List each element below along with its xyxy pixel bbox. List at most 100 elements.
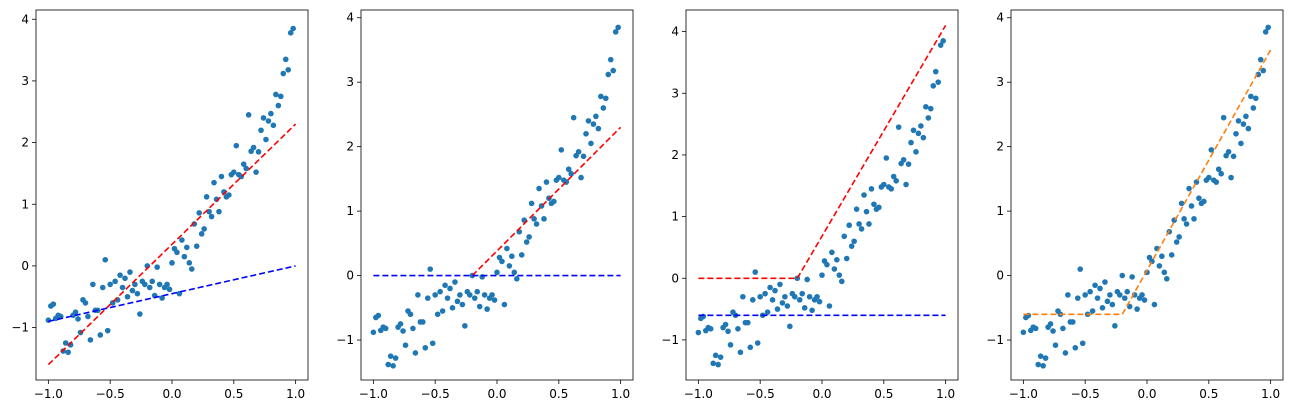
- scatter-point: [124, 293, 131, 300]
- scatter-point: [883, 155, 890, 161]
- y-tick-label: 1: [346, 204, 354, 218]
- scatter-point: [735, 326, 741, 332]
- scatter-point: [184, 244, 190, 251]
- scatter-point: [861, 192, 867, 198]
- scatter-point: [191, 221, 198, 227]
- scatter-point: [1094, 295, 1101, 301]
- scatter-point: [792, 293, 798, 300]
- scatter-point: [580, 153, 587, 160]
- scatter-point: [871, 201, 877, 208]
- scatter-point: [174, 249, 180, 256]
- scatter-point: [940, 38, 946, 44]
- scatter-point: [253, 169, 259, 175]
- scatter-point: [198, 231, 205, 237]
- scatter-point: [481, 292, 488, 298]
- scatter-point: [772, 287, 778, 294]
- scatter-point: [260, 115, 267, 121]
- scatter-point: [390, 363, 396, 369]
- scatter-point: [1102, 279, 1108, 285]
- scatter-point: [119, 284, 126, 291]
- scatter-point: [814, 293, 820, 300]
- scatter-point: [1079, 340, 1086, 347]
- scatter-point: [615, 24, 621, 31]
- scatter-point: [196, 210, 202, 216]
- scatter-point: [528, 200, 535, 207]
- scatter-point: [848, 243, 855, 249]
- scatter-point: [270, 122, 277, 129]
- scatter-point: [449, 305, 456, 311]
- scatter-point: [282, 56, 289, 63]
- scatter-point: [437, 288, 443, 295]
- scatter-point: [900, 157, 907, 163]
- scatter-point: [1037, 353, 1044, 359]
- scatter-point: [501, 301, 508, 308]
- scatter-point: [541, 216, 547, 222]
- scatter-point: [454, 298, 461, 305]
- y-tick-label: 2: [21, 136, 29, 150]
- scatter-point: [231, 169, 237, 175]
- scatter-point: [439, 308, 446, 314]
- scatter-point: [50, 301, 57, 307]
- scatter-point: [1183, 221, 1190, 227]
- y-tick-label: 2: [346, 140, 354, 154]
- x-tick-label: −1.0: [684, 387, 713, 401]
- x-tick-label: −0.5: [1071, 387, 1100, 401]
- scatter-point: [193, 243, 200, 249]
- scatter-point: [585, 118, 592, 124]
- scatter-point: [400, 328, 406, 334]
- scatter-point: [595, 125, 602, 132]
- scatter-point: [925, 115, 932, 121]
- scatter-point: [1196, 195, 1202, 202]
- scatter-point: [1050, 328, 1056, 334]
- scatter-point: [1109, 301, 1116, 308]
- scatter-point: [513, 275, 520, 282]
- scatter-point: [407, 311, 414, 318]
- scatter-point: [893, 178, 899, 184]
- scatter-point: [1087, 288, 1093, 295]
- scatter-point: [1238, 140, 1244, 147]
- scatter-point: [1208, 147, 1215, 153]
- scatter-point: [565, 166, 572, 173]
- y-tick-label: 3: [346, 75, 354, 89]
- scatter-point: [1121, 295, 1128, 301]
- scatter-point: [429, 340, 436, 347]
- scatter-point: [774, 306, 781, 312]
- fit-line: [48, 265, 296, 323]
- scatter-point: [1215, 166, 1222, 173]
- scatter-point: [245, 112, 252, 118]
- scatter-point: [181, 253, 188, 260]
- scatter-point: [424, 295, 431, 301]
- scatter-point: [846, 222, 852, 229]
- scatter-point: [1176, 234, 1182, 240]
- scatter-point: [1117, 292, 1123, 298]
- scatter-point: [410, 325, 416, 332]
- scatter-point: [1020, 329, 1027, 336]
- scatter-point: [610, 67, 617, 74]
- scatter-point: [1181, 216, 1187, 222]
- x-tick-label: 0.5: [874, 387, 893, 401]
- scatter-point: [87, 337, 94, 343]
- scatter-point: [1250, 105, 1257, 111]
- scatter-point: [179, 237, 185, 243]
- scatter-point: [937, 42, 944, 48]
- plot-panel-3: −1.0 −0.5 0.0 0.5 1.0 −1 0 1 2 3 4: [661, 9, 959, 401]
- y-tick-label: −1: [11, 321, 29, 335]
- y-tick-label: −1: [986, 333, 1004, 347]
- scatter-point: [523, 239, 530, 245]
- scatter-point: [1112, 323, 1118, 329]
- scatter-point: [762, 290, 768, 297]
- scatter-point: [600, 105, 607, 111]
- scatter-point: [905, 161, 912, 167]
- scatter-point: [1060, 325, 1066, 332]
- scatter-point: [392, 355, 399, 361]
- axes-frame: [35, 9, 309, 381]
- scatter-point: [819, 272, 825, 278]
- scatter-point: [75, 316, 81, 322]
- scatter-point: [740, 293, 746, 300]
- scatter-point: [149, 278, 156, 285]
- scatter-point: [1052, 342, 1059, 348]
- plot-panel-2: −1.0 −0.5 0.0 0.5 1.0 −1 0 1 2 3 4: [336, 9, 634, 401]
- scatter-point: [843, 255, 850, 262]
- scatter-point: [858, 226, 865, 232]
- scatter-point: [166, 286, 173, 293]
